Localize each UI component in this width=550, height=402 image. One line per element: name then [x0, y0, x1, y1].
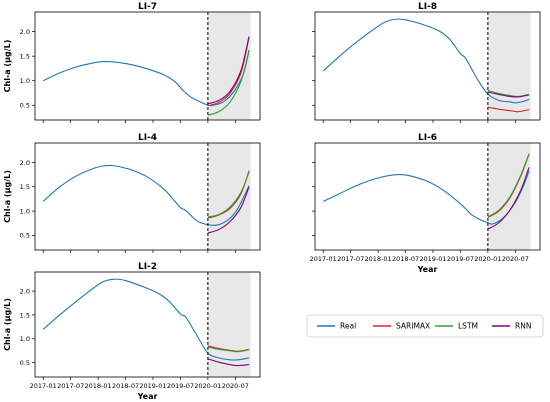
y-tick-label: 2.0 — [20, 159, 30, 167]
legend-label-rnn: RNN — [515, 322, 531, 331]
legend: Real SARIMAX LSTM RNN — [307, 315, 543, 337]
x-tick-label: 2020-01 — [194, 382, 221, 390]
x-tick-label: 2020-07 — [222, 382, 249, 390]
x-tick-label: 2017-01 — [310, 255, 337, 263]
x-axis-label: Year — [137, 392, 158, 401]
y-tick-label: 0.5 — [20, 102, 30, 110]
y-tick-label: 1.5 — [20, 183, 30, 191]
panel-title: LI-2 — [138, 262, 157, 272]
x-axis-label: Year — [417, 265, 438, 274]
panel-title: LI-4 — [138, 133, 157, 143]
y-tick-label: 1.0 — [20, 335, 30, 343]
y-tick-label: 2.0 — [20, 28, 30, 36]
panel-li-4: LI-4 0.5 1.0 1.5 2.0 Chl-a (μg/L) — [3, 133, 260, 253]
panel-li-7: LI-7 0.5 1.0 1.5 2.0 Chl-a (μg/L) — [3, 2, 260, 123]
x-tick-label: 2017-07 — [337, 255, 364, 263]
x-tick-label: 2017-07 — [57, 382, 84, 390]
forecast-region — [488, 12, 531, 120]
y-tick-label: 2.0 — [20, 287, 30, 295]
panel-title: LI-6 — [418, 133, 437, 143]
x-tick-label: 2019-01 — [139, 382, 166, 390]
y-axis-label: Chl-a (μg/L) — [3, 298, 12, 351]
x-tick-label: 2019-07 — [447, 255, 474, 263]
y-tick-label: 1.5 — [20, 52, 30, 60]
x-tick-label: 2020-01 — [474, 255, 501, 263]
y-tick-label: 0.5 — [20, 359, 30, 367]
panel-li-8: LI-8 — [312, 2, 540, 123]
x-tick-label: 2019-07 — [167, 382, 194, 390]
x-tick-label: 2017-01 — [30, 382, 57, 390]
x-tick-label: 2018-01 — [365, 255, 392, 263]
y-axis-label: Chl-a (μg/L) — [3, 170, 12, 223]
x-tick-label: 2020-07 — [502, 255, 529, 263]
y-tick-label: 1.5 — [20, 311, 30, 319]
y-tick-label: 1.0 — [20, 207, 30, 215]
panel-title: LI-7 — [138, 2, 157, 12]
x-tick-label: 2019-01 — [419, 255, 446, 263]
y-tick-label: 1.0 — [20, 77, 30, 85]
x-tick-label: 2018-07 — [392, 255, 419, 263]
x-tick-label: 2018-07 — [112, 382, 139, 390]
legend-label-lstm: LSTM — [458, 322, 478, 331]
x-tick-label: 2018-01 — [85, 382, 112, 390]
panel-title: LI-8 — [418, 2, 437, 12]
y-tick-label: 0.5 — [20, 232, 30, 240]
legend-label-sarimax: SARIMAX — [396, 322, 430, 331]
legend-label-real: Real — [340, 322, 356, 331]
forecast-region — [488, 143, 531, 250]
y-axis-label: Chl-a (μg/L) — [3, 40, 12, 93]
